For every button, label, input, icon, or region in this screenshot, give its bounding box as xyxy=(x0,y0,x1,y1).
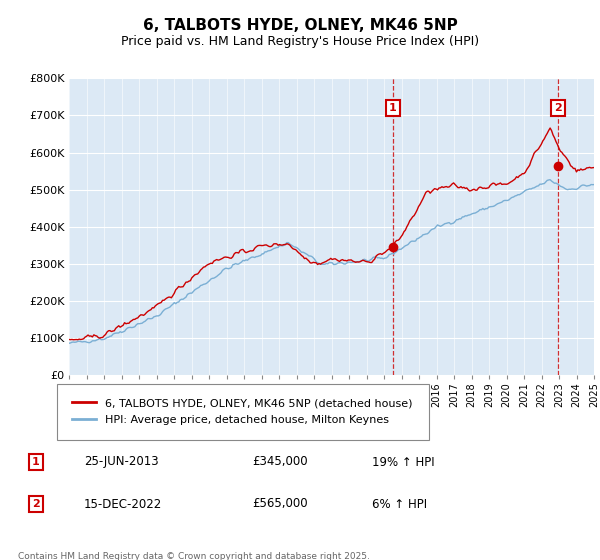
Text: 25-JUN-2013: 25-JUN-2013 xyxy=(84,455,158,469)
Text: Contains HM Land Registry data © Crown copyright and database right 2025.
This d: Contains HM Land Registry data © Crown c… xyxy=(18,552,370,560)
Text: 6, TALBOTS HYDE, OLNEY, MK46 5NP: 6, TALBOTS HYDE, OLNEY, MK46 5NP xyxy=(143,18,457,32)
Text: £345,000: £345,000 xyxy=(252,455,308,469)
Text: Price paid vs. HM Land Registry's House Price Index (HPI): Price paid vs. HM Land Registry's House … xyxy=(121,35,479,49)
Text: 1: 1 xyxy=(32,457,40,467)
Text: £565,000: £565,000 xyxy=(252,497,308,511)
Text: 15-DEC-2022: 15-DEC-2022 xyxy=(84,497,162,511)
Text: 2: 2 xyxy=(554,103,562,113)
Text: 6% ↑ HPI: 6% ↑ HPI xyxy=(372,497,427,511)
Text: 19% ↑ HPI: 19% ↑ HPI xyxy=(372,455,434,469)
Legend: 6, TALBOTS HYDE, OLNEY, MK46 5NP (detached house), HPI: Average price, detached : 6, TALBOTS HYDE, OLNEY, MK46 5NP (detach… xyxy=(66,393,418,431)
Text: 2: 2 xyxy=(32,499,40,509)
Text: 1: 1 xyxy=(389,103,397,113)
